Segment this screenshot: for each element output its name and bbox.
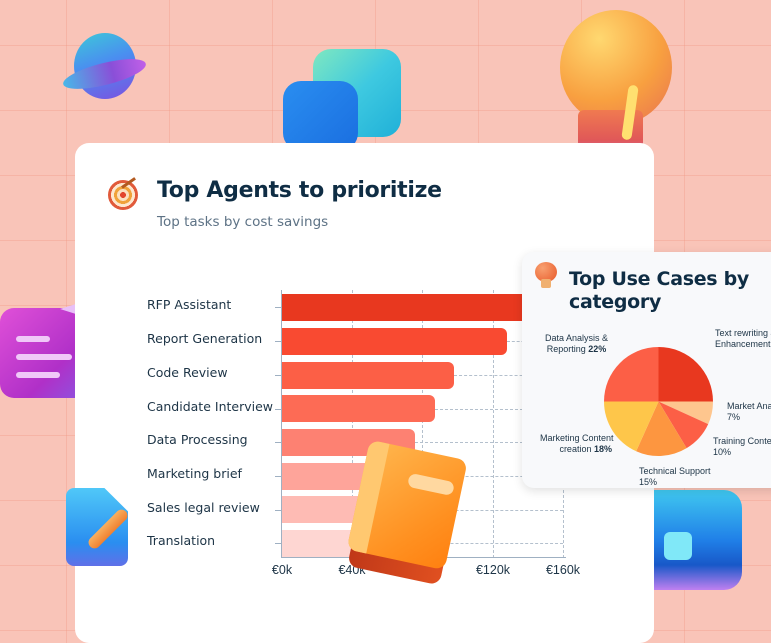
slice-technical-support[interactable]: [636, 401, 687, 456]
slice-training-content[interactable]: [658, 401, 709, 449]
category-label: Candidate Interview: [147, 399, 274, 414]
chat-bubbles-icon: [283, 49, 403, 151]
pie-label-pct: 18%: [593, 444, 612, 454]
slice-data-analysis[interactable]: [604, 347, 659, 402]
slice-marketing-content[interactable]: [604, 401, 659, 452]
pie-card-title: Top Use Cases by category: [569, 268, 769, 314]
pie-label-technical-support: Technical Support 15%: [639, 466, 711, 488]
y-tick: [275, 341, 281, 342]
pie-label-text-rewriting: Text rewriting & Enhancement 28%: [715, 328, 771, 350]
x-tick-label: €0k: [271, 563, 293, 577]
bar-report-generation[interactable]: [282, 328, 507, 355]
y-tick: [275, 510, 281, 511]
y-tick: [275, 409, 281, 410]
pie-label-training-content: Training Content 10%: [713, 436, 771, 458]
category-label: RFP Assistant: [147, 297, 232, 312]
category-label: Report Generation: [147, 331, 263, 346]
gridline: [422, 290, 423, 558]
gridline: [435, 409, 563, 410]
pie-label-text: Marketing Content: [540, 433, 614, 443]
gridline: [352, 290, 353, 558]
y-tick: [275, 476, 281, 477]
bar-candidate-interview[interactable]: [282, 395, 435, 422]
gridline: [493, 290, 494, 558]
pie-title-line: category: [569, 291, 662, 313]
category-label: Marketing brief: [147, 466, 242, 481]
y-tick: [275, 442, 281, 443]
card-title: Top Agents to prioritize: [157, 178, 442, 203]
gridline: [454, 375, 563, 376]
briefcase-icon: [654, 480, 744, 595]
category-label: Data Processing: [147, 432, 248, 447]
slice-market-analysis[interactable]: [658, 401, 714, 425]
pie-label-pct: 22%: [588, 344, 607, 354]
x-tick-label: €120k: [475, 563, 511, 577]
bar-rfp-assistant[interactable]: [282, 294, 546, 321]
y-tick: [275, 375, 281, 376]
pie-label-marketing-content: Marketing Content creation 18%: [540, 433, 614, 455]
pie-label-text: 15%: [639, 477, 658, 487]
pie-label-text: Reporting: [546, 344, 586, 354]
document-pencil-icon: [66, 488, 138, 568]
target-icon: [108, 180, 138, 210]
y-tick: [275, 307, 281, 308]
pie-label-text: Enhancement 28%: [715, 339, 771, 349]
pie-chart: [604, 347, 713, 456]
pie-label-data-analysis: Data Analysis & Reporting 22%: [545, 333, 608, 355]
y-tick: [275, 543, 281, 544]
lightbulb-large-icon: [560, 10, 675, 165]
bar-code-review[interactable]: [282, 362, 454, 389]
pie-label-market-analysis: Market Analysis 7%: [727, 401, 771, 423]
lightbulb-icon: [535, 262, 557, 288]
category-label: Translation: [147, 533, 216, 548]
pie-label-text: Text rewriting &: [715, 328, 771, 338]
gridline: [376, 510, 563, 511]
bar-translation[interactable]: [282, 530, 356, 557]
gridline: [356, 543, 563, 544]
pie-label-text: Data Analysis &: [545, 333, 609, 343]
category-label: Sales legal review: [147, 500, 260, 515]
card-subtitle: Top tasks by cost savings: [157, 214, 329, 230]
gridline: [396, 476, 563, 477]
y-axis: [281, 290, 282, 558]
pie-label-text: 7%: [727, 412, 741, 422]
pie-title-line: Top Use Cases by: [569, 268, 750, 290]
pie-label-text: Training Content: [713, 436, 771, 446]
x-tick-label: €160k: [545, 563, 581, 577]
category-label: Code Review: [147, 365, 228, 380]
pie-label-text: Technical Support: [639, 466, 711, 476]
pie-label-text: Market Analysis: [727, 401, 771, 411]
gridline: [415, 442, 563, 443]
slice-text-rewriting[interactable]: [658, 347, 714, 402]
planet-icon: [60, 33, 149, 101]
pie-label-text: creation: [559, 444, 592, 454]
pie-label-text: 10%: [713, 447, 732, 457]
